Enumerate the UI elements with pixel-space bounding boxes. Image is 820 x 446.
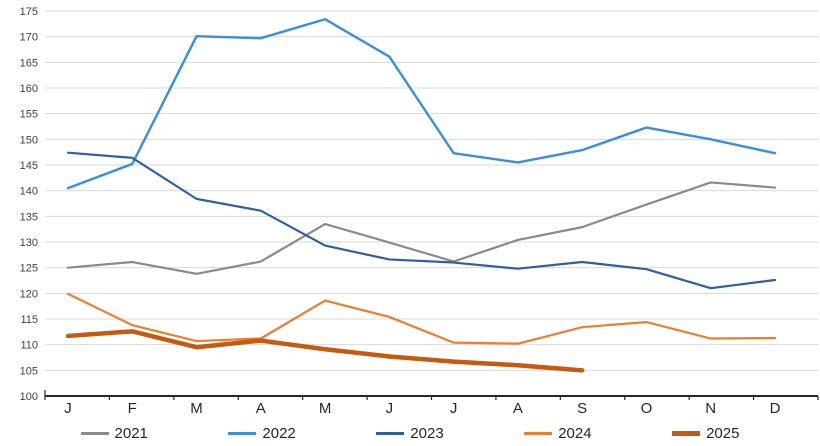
y-axis-tick-label: 115: [20, 314, 38, 326]
legend-swatch-2021: [80, 431, 109, 435]
x-axis-month-label: A: [513, 400, 523, 417]
series-lines: [65, 18, 777, 373]
x-axis-month-label: O: [641, 400, 653, 417]
legend-item-2025: 2025: [672, 425, 739, 442]
y-axis-tick-label: 100: [20, 391, 38, 403]
x-axis-month-label: D: [770, 400, 781, 417]
x-axis-month-label: J: [386, 400, 394, 417]
legend-item-2022: 2022: [228, 424, 296, 442]
y-axis-tick-label: 170: [20, 32, 38, 44]
legend-label: 2023: [410, 424, 444, 442]
legend-item-2024: 2024: [524, 424, 592, 442]
x-axis-month-label: S: [577, 400, 587, 417]
legend-swatch-2023: [376, 431, 405, 435]
y-axis-tick-label: 175: [20, 6, 38, 18]
x-axis: [44, 390, 819, 400]
y-axis-tick-label: 110: [20, 340, 38, 352]
legend-label: 2021: [114, 424, 148, 442]
series-line-2024: [66, 292, 777, 345]
x-axis-month-label: A: [256, 400, 266, 417]
legend-swatch-2024: [524, 431, 553, 435]
y-axis-tick-label: 165: [20, 57, 38, 69]
legend-swatch-2022: [228, 431, 257, 435]
legend-label: 2025: [706, 424, 740, 442]
legend-item-2021: 2021: [80, 424, 148, 442]
series-line-2025: [65, 329, 585, 373]
y-axis-labels: 100 105 110 115 120 125 130 135 140 145 150 155 160 1…: [20, 6, 38, 403]
y-axis-tick-label: 150: [20, 134, 38, 146]
y-axis-tick-label: 125: [20, 263, 38, 275]
y-axis-tick-label: 145: [20, 160, 38, 172]
x-axis-month-label: J: [64, 400, 72, 417]
series-line-2023: [66, 151, 777, 290]
legend-label: 2024: [558, 424, 592, 442]
gridlines: [45, 10, 818, 371]
y-axis-tick-label: 140: [20, 186, 38, 198]
y-axis-tick-label: 105: [20, 365, 38, 377]
y-axis-tick-label: 160: [20, 83, 38, 95]
y-axis-tick-label: 155: [20, 109, 38, 121]
legend-item-2023: 2023: [376, 424, 444, 442]
chart-legend: 2021 2022 2023 2024 2025: [0, 420, 820, 446]
y-axis-tick-label: 135: [20, 211, 38, 223]
y-axis-tick-label: 130: [20, 237, 38, 249]
legend-swatch-2025: [672, 430, 701, 436]
y-axis-tick-label: 120: [20, 288, 38, 300]
series-line-2021: [66, 181, 777, 275]
x-axis-month-label: M: [190, 400, 203, 417]
x-axis-month-label: J: [450, 400, 458, 417]
x-axis-month-label: F: [128, 400, 137, 417]
legend-label: 2022: [262, 424, 296, 442]
x-axis-month-label: M: [319, 400, 332, 417]
series-line-2022: [66, 18, 777, 190]
line-chart-svg: 100 105 110 115 120 125 130 135 140 145 150 155 160 1…: [20, 6, 819, 417]
x-axis-month-label: N: [705, 400, 716, 417]
